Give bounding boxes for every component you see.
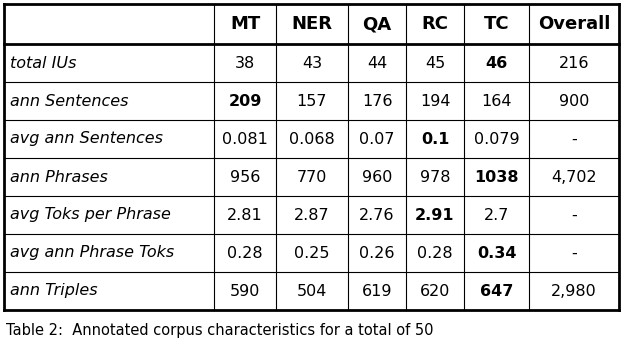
Text: QA: QA <box>362 15 392 33</box>
Text: 164: 164 <box>481 94 512 108</box>
Text: RC: RC <box>422 15 449 33</box>
Text: 620: 620 <box>420 284 450 298</box>
Text: avg ann Phrase Toks: avg ann Phrase Toks <box>10 245 174 261</box>
Text: 216: 216 <box>559 55 589 71</box>
Text: 0.07: 0.07 <box>359 131 395 146</box>
Text: MT: MT <box>230 15 260 33</box>
Text: 0.26: 0.26 <box>359 245 395 261</box>
Text: 1038: 1038 <box>474 170 519 185</box>
Text: 0.081: 0.081 <box>222 131 268 146</box>
Text: 38: 38 <box>235 55 255 71</box>
Text: 2.7: 2.7 <box>484 207 509 222</box>
Text: 619: 619 <box>362 284 392 298</box>
Text: -: - <box>571 245 577 261</box>
Text: 770: 770 <box>297 170 327 185</box>
Text: 2.81: 2.81 <box>227 207 263 222</box>
Text: 157: 157 <box>297 94 327 108</box>
Text: TC: TC <box>484 15 509 33</box>
Text: 176: 176 <box>362 94 392 108</box>
Text: 0.28: 0.28 <box>417 245 453 261</box>
Text: 956: 956 <box>230 170 260 185</box>
Text: 647: 647 <box>480 284 513 298</box>
Text: 0.068: 0.068 <box>289 131 335 146</box>
Text: 0.34: 0.34 <box>477 245 516 261</box>
Text: 2.76: 2.76 <box>359 207 395 222</box>
Text: avg Toks per Phrase: avg Toks per Phrase <box>10 207 171 222</box>
Text: 0.28: 0.28 <box>227 245 263 261</box>
Text: 0.1: 0.1 <box>421 131 449 146</box>
Text: -: - <box>571 207 577 222</box>
Text: -: - <box>571 131 577 146</box>
Text: 209: 209 <box>228 94 262 108</box>
Text: 0.25: 0.25 <box>294 245 330 261</box>
Text: NER: NER <box>291 15 333 33</box>
Text: 0.079: 0.079 <box>474 131 519 146</box>
Text: 44: 44 <box>367 55 387 71</box>
Text: 45: 45 <box>425 55 445 71</box>
Text: ann Triples: ann Triples <box>10 284 98 298</box>
Text: Overall: Overall <box>538 15 610 33</box>
Text: 900: 900 <box>559 94 589 108</box>
Text: Table 2:  Annotated corpus characteristics for a total of 50: Table 2: Annotated corpus characteristic… <box>6 323 433 339</box>
Text: avg ann Sentences: avg ann Sentences <box>10 131 163 146</box>
Text: 46: 46 <box>485 55 508 71</box>
Text: 4,702: 4,702 <box>551 170 597 185</box>
Text: 194: 194 <box>420 94 451 108</box>
Text: 2.87: 2.87 <box>294 207 330 222</box>
Text: 504: 504 <box>297 284 327 298</box>
Text: 590: 590 <box>230 284 260 298</box>
Text: 43: 43 <box>302 55 322 71</box>
Text: 960: 960 <box>362 170 392 185</box>
Text: 2.91: 2.91 <box>415 207 455 222</box>
Text: 978: 978 <box>420 170 451 185</box>
Text: ann Sentences: ann Sentences <box>10 94 129 108</box>
Text: 2,980: 2,980 <box>551 284 597 298</box>
Text: total IUs: total IUs <box>10 55 77 71</box>
Text: ann Phrases: ann Phrases <box>10 170 108 185</box>
